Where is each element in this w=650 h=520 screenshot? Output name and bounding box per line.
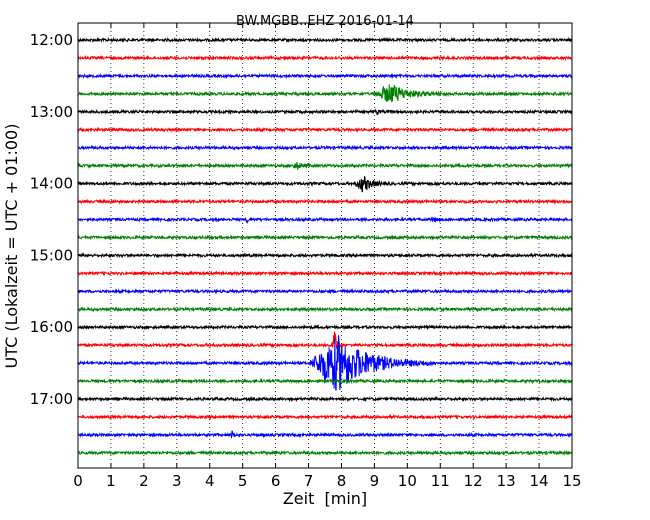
y-tick-label: 14:00 (30, 175, 73, 193)
trace-row-1500 (77, 252, 573, 259)
y-tick-label: 17:00 (30, 390, 73, 408)
x-tick-label: 10 (398, 472, 417, 490)
y-tick-label: 12:00 (30, 31, 73, 49)
x-tick-label: 0 (73, 472, 83, 490)
trace-row-1515 (77, 270, 573, 277)
trace-row-1745 (77, 449, 573, 457)
trace-row-1245 (77, 84, 573, 103)
y-axis-ticks: 12:00 13:00 14:00 15:00 16:00 17:00 (30, 31, 572, 408)
x-tick-label: 7 (304, 472, 314, 490)
trace-row-1330 (77, 144, 573, 151)
x-tick-label: 14 (530, 472, 549, 490)
x-tick-label: 3 (172, 472, 182, 490)
trace-row-1545 (77, 306, 573, 313)
trace-row-1345 (77, 161, 573, 170)
x-axis-ticks: 0 1 2 3 4 5 6 7 8 9 10 11 12 13 14 15 (73, 23, 582, 490)
trace-row-1400 (77, 176, 573, 193)
x-axis-label: Zeit [min] (283, 489, 367, 508)
x-tick-label: 8 (337, 472, 347, 490)
x-tick-label: 6 (271, 472, 281, 490)
trace-row-1415 (77, 198, 573, 205)
trace-row-1315 (77, 126, 573, 133)
x-tick-label: 2 (139, 472, 149, 490)
trace-row-1230 (77, 72, 573, 80)
chart-title: BW.MGBB..EHZ 2016-01-14 (236, 14, 414, 29)
trace-row-1630 (77, 335, 573, 391)
trace-rows (77, 36, 573, 457)
trace-row-1730 (77, 430, 573, 439)
y-tick-label: 15:00 (30, 246, 73, 264)
trace-row-1430 (77, 216, 573, 224)
x-tick-label: 4 (205, 472, 215, 490)
trace-row-1530 (77, 288, 573, 295)
trace-row-1215 (77, 54, 573, 62)
trace-row-1645 (77, 377, 573, 385)
x-tick-label: 5 (238, 472, 248, 490)
x-tick-label: 9 (370, 472, 380, 490)
y-tick-label: 13:00 (30, 103, 73, 121)
y-tick-label: 16:00 (30, 318, 73, 336)
x-tick-label: 12 (464, 472, 483, 490)
x-tick-label: 13 (497, 472, 516, 490)
trace-row-1300 (77, 108, 573, 116)
x-tick-label: 15 (562, 472, 581, 490)
trace-row-1700 (77, 395, 573, 403)
trace-row-1615 (77, 331, 573, 349)
grid-lines (110, 23, 540, 468)
x-tick-label: 1 (106, 472, 116, 490)
trace-row-1445 (77, 234, 573, 241)
x-tick-label: 11 (431, 472, 450, 490)
trace-row-1200 (77, 36, 573, 44)
trace-row-1600 (77, 324, 573, 331)
plot-frame (77, 22, 573, 469)
trace-row-1715 (77, 413, 573, 421)
y-axis-label: UTC (Lokalzeit = UTC + 01:00) (2, 124, 21, 369)
